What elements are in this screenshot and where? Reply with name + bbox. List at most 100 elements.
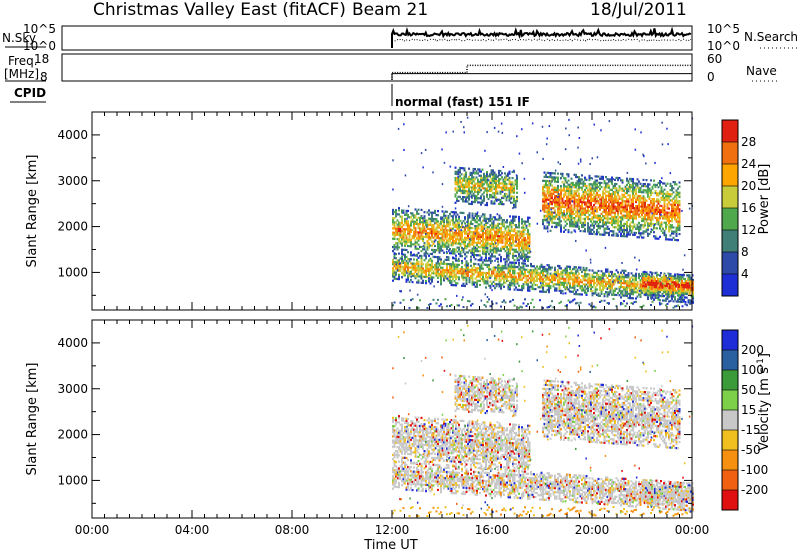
power-cell bbox=[656, 237, 658, 240]
power-cell bbox=[599, 233, 601, 236]
power-cell bbox=[408, 228, 411, 231]
power-cell bbox=[480, 189, 482, 192]
power-cell bbox=[518, 248, 520, 252]
power-cell bbox=[633, 182, 636, 185]
power-cell bbox=[431, 219, 433, 223]
power-cell bbox=[656, 198, 658, 201]
power-cell bbox=[524, 241, 526, 244]
power-cell bbox=[479, 258, 481, 261]
power-cell bbox=[463, 173, 466, 176]
power-cell bbox=[443, 212, 445, 215]
power-cell bbox=[546, 221, 549, 224]
power-cell bbox=[468, 175, 470, 178]
power-cell bbox=[423, 248, 426, 251]
power-cell bbox=[420, 229, 423, 232]
power-cell bbox=[456, 238, 459, 241]
power-cell bbox=[593, 216, 595, 219]
power-cell bbox=[449, 271, 451, 274]
power-cell bbox=[508, 178, 511, 181]
power-cell bbox=[569, 216, 571, 219]
power-cell bbox=[452, 211, 454, 214]
power-cell bbox=[408, 232, 411, 235]
power-cell bbox=[614, 289, 616, 292]
power-cell bbox=[572, 181, 574, 185]
power-cell bbox=[454, 193, 457, 196]
power-cell bbox=[512, 242, 514, 245]
freq-left-label: Freq. bbox=[8, 54, 38, 68]
power-cell bbox=[513, 170, 515, 174]
power-cell bbox=[560, 226, 562, 229]
power-cell bbox=[503, 223, 505, 226]
power-cell bbox=[395, 233, 397, 236]
power-cell bbox=[633, 213, 636, 216]
power-cell bbox=[596, 216, 598, 219]
power-cell bbox=[618, 294, 621, 297]
power-cell bbox=[458, 234, 460, 237]
power-cell bbox=[674, 199, 676, 202]
power-cell bbox=[454, 189, 457, 192]
power-cell bbox=[405, 240, 408, 243]
power-cell bbox=[507, 275, 510, 278]
power-cell bbox=[572, 183, 574, 187]
power-cell bbox=[431, 244, 433, 247]
power-cell bbox=[626, 212, 628, 215]
power-cell bbox=[608, 203, 610, 206]
power-cell bbox=[528, 249, 531, 252]
power-cell bbox=[443, 243, 445, 246]
power-cell bbox=[443, 233, 445, 236]
power-cell bbox=[564, 279, 567, 283]
power-cell bbox=[507, 174, 509, 177]
power-cell bbox=[491, 240, 493, 243]
power-cell bbox=[548, 217, 550, 220]
power-cell bbox=[624, 273, 627, 277]
power-cell bbox=[429, 278, 432, 281]
power-cell bbox=[593, 199, 595, 203]
power-cell bbox=[548, 221, 550, 224]
power-cell bbox=[516, 244, 519, 247]
power-cell bbox=[635, 291, 637, 294]
power-cell bbox=[534, 271, 537, 274]
power-cell bbox=[566, 208, 568, 211]
power-cell bbox=[490, 189, 493, 193]
power-cell bbox=[567, 204, 570, 207]
power-cell bbox=[618, 226, 621, 229]
power-cell bbox=[498, 275, 501, 278]
power-cell bbox=[669, 195, 672, 198]
power-cell bbox=[564, 214, 567, 217]
power-cell bbox=[609, 274, 612, 278]
power-cell bbox=[476, 271, 478, 274]
power-cell bbox=[576, 213, 579, 216]
power-cell bbox=[404, 270, 406, 273]
power-cell bbox=[641, 224, 643, 227]
power-cell bbox=[561, 197, 564, 200]
power-cell bbox=[513, 199, 515, 202]
power-cell bbox=[620, 232, 622, 235]
power-cell bbox=[642, 285, 644, 288]
power-cell bbox=[563, 201, 565, 204]
power-cell bbox=[479, 246, 481, 249]
power-cell bbox=[557, 211, 559, 214]
power-cell bbox=[497, 233, 499, 236]
power-cell bbox=[483, 232, 486, 235]
power-cell bbox=[419, 231, 421, 234]
power-cell bbox=[399, 269, 402, 272]
power-cell bbox=[413, 253, 415, 256]
power-cell bbox=[479, 223, 481, 226]
power-cell bbox=[593, 275, 595, 278]
power-cell bbox=[608, 234, 610, 237]
power-cell bbox=[407, 258, 409, 261]
power-cell bbox=[435, 228, 438, 231]
power-cell bbox=[590, 224, 592, 227]
power-cell bbox=[675, 210, 678, 213]
power-cell bbox=[570, 214, 573, 217]
power-cell bbox=[554, 211, 556, 214]
power-cell bbox=[626, 227, 628, 230]
nave-ytick-low: 0 bbox=[707, 70, 715, 84]
power-cell bbox=[642, 215, 645, 219]
power-cell bbox=[431, 234, 433, 237]
power-cell bbox=[452, 261, 454, 264]
power-cell bbox=[596, 288, 598, 291]
power-cell bbox=[581, 223, 583, 226]
power-cell bbox=[521, 262, 523, 265]
power-cell bbox=[611, 287, 613, 290]
